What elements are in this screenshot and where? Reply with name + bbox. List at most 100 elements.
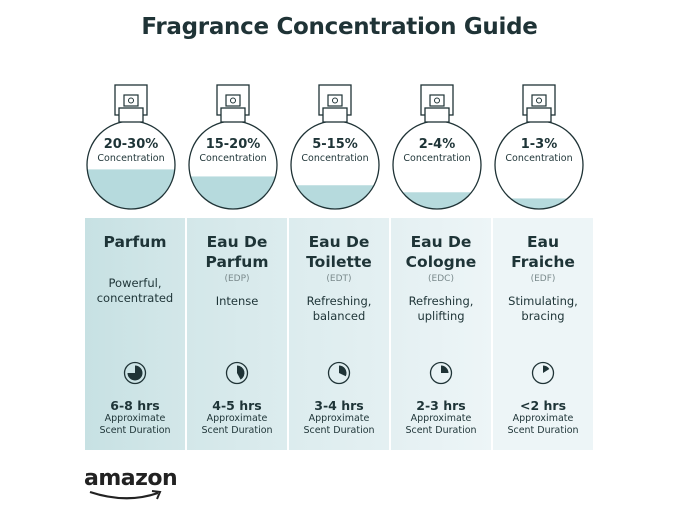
name-line: Cologne bbox=[405, 253, 477, 271]
desc-line: Powerful, bbox=[108, 276, 162, 290]
desc-line: balanced bbox=[312, 309, 366, 323]
bottle-neck bbox=[322, 107, 348, 123]
desc-line: Refreshing, bbox=[408, 294, 474, 308]
fragrance-description: Stimulating, bracing bbox=[493, 294, 593, 324]
fragrance-name: Eau Fraiche bbox=[493, 232, 593, 272]
fragrance-column: Eau De Toilette (EDT) Refreshing, balanced… bbox=[289, 218, 389, 450]
bottle-neck bbox=[526, 107, 552, 123]
clock-icon bbox=[429, 361, 453, 385]
duration-label-line: Approximate bbox=[104, 413, 166, 424]
concentration-value: 1-3% bbox=[520, 137, 558, 152]
desc-line: Refreshing, bbox=[306, 294, 372, 308]
duration-label-line: Approximate bbox=[512, 413, 574, 424]
concentration-text: Concentration bbox=[403, 153, 471, 164]
fragrance-abbr: (EDC) bbox=[428, 274, 454, 284]
duration-wedge bbox=[339, 365, 347, 377]
desc-line: concentrated bbox=[96, 291, 174, 305]
fragrance-name: Eau De Parfum bbox=[187, 232, 287, 272]
duration-label-line: Scent Duration bbox=[201, 425, 273, 436]
duration-wedge bbox=[127, 365, 143, 381]
fragrance-abbr: (EDP) bbox=[224, 274, 250, 284]
bottle-neck bbox=[220, 107, 246, 123]
fragrance-description: Intense bbox=[187, 294, 287, 309]
duration-label: Approximate Scent Duration bbox=[289, 413, 389, 437]
name-line: Parfum bbox=[205, 253, 269, 271]
name-line: Eau bbox=[526, 233, 560, 251]
duration-value: 4-5 hrs bbox=[212, 398, 262, 413]
duration-wedge bbox=[441, 365, 449, 373]
duration-label-line: Approximate bbox=[308, 413, 370, 424]
name-line: Fraiche bbox=[511, 253, 575, 271]
bottle-neck bbox=[424, 107, 450, 123]
fragrance-abbr: (EDT) bbox=[326, 274, 352, 284]
duration-label-line: Approximate bbox=[410, 413, 472, 424]
concentration-label: 15-20% Concentration bbox=[183, 137, 283, 164]
name-line: Eau De bbox=[410, 233, 472, 251]
duration-wedge bbox=[543, 365, 550, 373]
name-line: Parfum bbox=[103, 233, 167, 251]
concentration-value: 20-30% bbox=[103, 137, 159, 152]
bottle-body bbox=[494, 120, 584, 210]
concentration-value: 2-4% bbox=[418, 137, 456, 152]
bottle bbox=[188, 84, 278, 210]
smile-arrow-icon bbox=[89, 490, 162, 500]
concentration-label: 20-30% Concentration bbox=[81, 137, 181, 164]
bottle bbox=[494, 84, 584, 210]
concentration-label: 1-3% Concentration bbox=[489, 137, 589, 164]
bottles-graphic bbox=[86, 84, 584, 210]
desc-line: Stimulating, bbox=[508, 294, 578, 308]
fragrance-column: Eau Fraiche (EDF) Stimulating, bracing <2 … bbox=[493, 218, 593, 450]
concentration-text: Concentration bbox=[301, 153, 369, 164]
page-title: Fragrance Concentration Guide bbox=[141, 14, 538, 40]
liquid-level bbox=[87, 169, 175, 209]
concentration-text: Concentration bbox=[505, 153, 573, 164]
fragrance-column: Parfum Powerful, concentrated 6-8 hrs App… bbox=[85, 218, 185, 450]
duration-label: Approximate Scent Duration bbox=[391, 413, 491, 437]
duration-value: 2-3 hrs bbox=[416, 398, 466, 413]
duration-label-line: Scent Duration bbox=[507, 425, 579, 436]
desc-line: Intense bbox=[215, 294, 259, 308]
clock-icon bbox=[123, 361, 147, 385]
liquid-level bbox=[291, 185, 379, 209]
fragrance-name: Parfum bbox=[85, 232, 185, 252]
duration-label: Approximate Scent Duration bbox=[187, 413, 287, 437]
concentration-value: 15-20% bbox=[205, 137, 261, 152]
bottle bbox=[290, 84, 380, 210]
clock-icon bbox=[531, 361, 555, 385]
concentration-text: Concentration bbox=[97, 153, 165, 164]
concentration-value: 5-15% bbox=[312, 137, 358, 152]
concentration-label: 2-4% Concentration bbox=[387, 137, 487, 164]
concentration-label: 5-15% Concentration bbox=[285, 137, 385, 164]
duration-label-line: Scent Duration bbox=[303, 425, 375, 436]
name-line: Toilette bbox=[306, 253, 372, 271]
duration-label: Approximate Scent Duration bbox=[85, 413, 185, 437]
desc-line: uplifting bbox=[417, 309, 465, 323]
logo-text: amazon bbox=[84, 466, 178, 491]
liquid-level bbox=[495, 198, 583, 209]
fragrance-name: Eau De Toilette bbox=[289, 232, 389, 272]
clock-icon bbox=[327, 361, 351, 385]
name-line: Eau De bbox=[308, 233, 370, 251]
fragrance-description: Refreshing, balanced bbox=[289, 294, 389, 324]
name-line: Eau De bbox=[206, 233, 268, 251]
duration-label: Approximate Scent Duration bbox=[493, 413, 593, 437]
fragrance-column: Eau De Parfum (EDP) Intense 4-5 hrs Appro… bbox=[187, 218, 287, 450]
concentration-text: Concentration bbox=[199, 153, 267, 164]
duration-label-line: Approximate bbox=[206, 413, 268, 424]
amazon-logo: amazon bbox=[84, 466, 178, 500]
fragrance-description: Refreshing, uplifting bbox=[391, 294, 491, 324]
duration-label-line: Scent Duration bbox=[99, 425, 171, 436]
duration-label-line: Scent Duration bbox=[405, 425, 477, 436]
fragrance-name: Eau De Cologne bbox=[391, 232, 491, 272]
duration-value: <2 hrs bbox=[519, 398, 567, 413]
bottle-neck bbox=[118, 107, 144, 123]
fragrance-description: Powerful, concentrated bbox=[85, 276, 185, 306]
duration-value: 3-4 hrs bbox=[314, 398, 364, 413]
clock-icon bbox=[225, 361, 249, 385]
fragrance-abbr: (EDF) bbox=[530, 274, 556, 284]
duration-value: 6-8 hrs bbox=[110, 398, 160, 413]
fragrance-column: Eau De Cologne (EDC) Refreshing, uplifting… bbox=[391, 218, 491, 450]
desc-line: bracing bbox=[521, 309, 565, 323]
duration-wedge bbox=[237, 365, 245, 380]
